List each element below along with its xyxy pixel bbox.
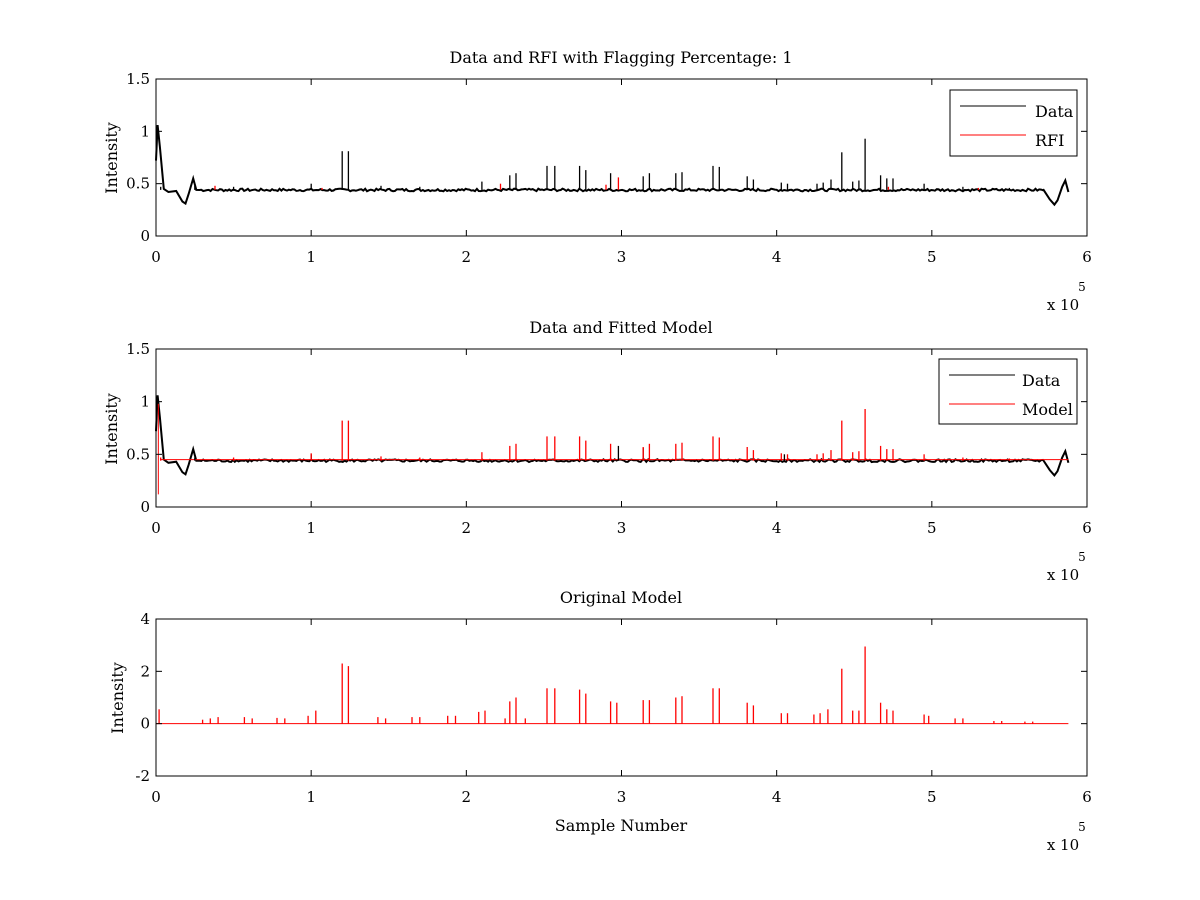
y-tick-label: 4 [140, 610, 150, 628]
x-tick-label: 2 [462, 248, 472, 266]
panel2-title: Data and Fitted Model [529, 318, 712, 337]
panel2-legend-label-model: Model [1022, 400, 1073, 419]
panel1-legend-label-rfi: RFI [1035, 131, 1064, 150]
panel1-legend-box [949, 89, 1078, 157]
x-tick-label: 2 [462, 788, 472, 806]
panel1-title: Data and RFI with Flagging Percentage: 1 [449, 48, 792, 67]
panel2-x-multiplier: x 10 [1047, 566, 1079, 584]
x-tick-label: 0 [151, 248, 161, 266]
panel3-x-exponent: 5 [1078, 820, 1086, 834]
panel1-legend: Data RFI [949, 89, 1078, 157]
y-tick-label: 1 [140, 393, 150, 411]
x-tick-label: 0 [151, 788, 161, 806]
y-tick-label: 0 [140, 227, 150, 245]
panel2-plot-area [155, 395, 1070, 495]
x-tick-label: 3 [617, 788, 627, 806]
x-tick-label: 5 [927, 519, 937, 537]
x-tick-label: 5 [927, 248, 937, 266]
panel1-ticks: 0 1 2 3 4 5 6 0 0.5 1 1.5 [126, 70, 1092, 266]
x-tick-label: 2 [462, 519, 472, 537]
y-tick-label: 0 [140, 498, 150, 516]
y-tick-label: 0.5 [126, 445, 150, 463]
panel3-title: Original Model [560, 588, 682, 607]
panel2-legend-box [938, 358, 1078, 425]
x-tick-label: 1 [306, 519, 316, 537]
y-tick-label: 1.5 [126, 340, 150, 358]
panel1-ylabel: Intensity [102, 122, 121, 194]
y-tick-label: 2 [140, 662, 150, 680]
panel3-ylabel: Intensity [108, 662, 127, 734]
panel-data-rfi: Data and RFI with Flagging Percentage: 1… [102, 48, 1092, 314]
x-tick-label: 1 [306, 788, 316, 806]
x-tick-label: 0 [151, 519, 161, 537]
x-tick-label: 5 [927, 788, 937, 806]
panel1-plot-area [155, 124, 1070, 207]
x-tick-label: 3 [617, 519, 627, 537]
panel2-ticks: 0 1 2 3 4 5 6 0 0.5 1 1.5 [126, 340, 1092, 537]
x-tick-label: 6 [1082, 519, 1092, 537]
data-trace [155, 395, 1070, 477]
panel2-legend-label-data: Data [1022, 371, 1061, 390]
panel2-x-exponent: 5 [1078, 550, 1086, 564]
panel3-axes-box [155, 618, 1088, 777]
y-tick-label: 1.5 [126, 70, 150, 88]
panel1-legend-label-data: Data [1035, 102, 1074, 121]
panel-data-model: Data and Fitted Model 0 1 2 3 4 5 6 0 0.5 1 1.5 In… [102, 318, 1092, 584]
panel2-legend: Data Model [938, 358, 1078, 425]
data-trace [155, 124, 1070, 207]
x-tick-label: 1 [306, 248, 316, 266]
x-tick-label: 4 [772, 519, 782, 537]
x-tick-label: 3 [617, 248, 627, 266]
panel2-ylabel: Intensity [102, 393, 121, 465]
panel3-xlabel: Sample Number [555, 816, 688, 835]
y-tick-label: 0.5 [126, 175, 150, 193]
panel3-x-multiplier: x 10 [1047, 836, 1079, 854]
panel3-plot-area [156, 646, 1069, 725]
x-tick-label: 6 [1082, 788, 1092, 806]
panel1-x-exponent: 5 [1078, 280, 1086, 294]
y-tick-label: 0 [140, 715, 150, 733]
x-tick-label: 4 [772, 788, 782, 806]
panel1-x-multiplier: x 10 [1047, 296, 1079, 314]
y-tick-label: -2 [135, 767, 150, 785]
panel1-axes-box [155, 78, 1088, 237]
x-tick-label: 6 [1082, 248, 1092, 266]
y-tick-label: 1 [140, 122, 150, 140]
x-tick-label: 4 [772, 248, 782, 266]
